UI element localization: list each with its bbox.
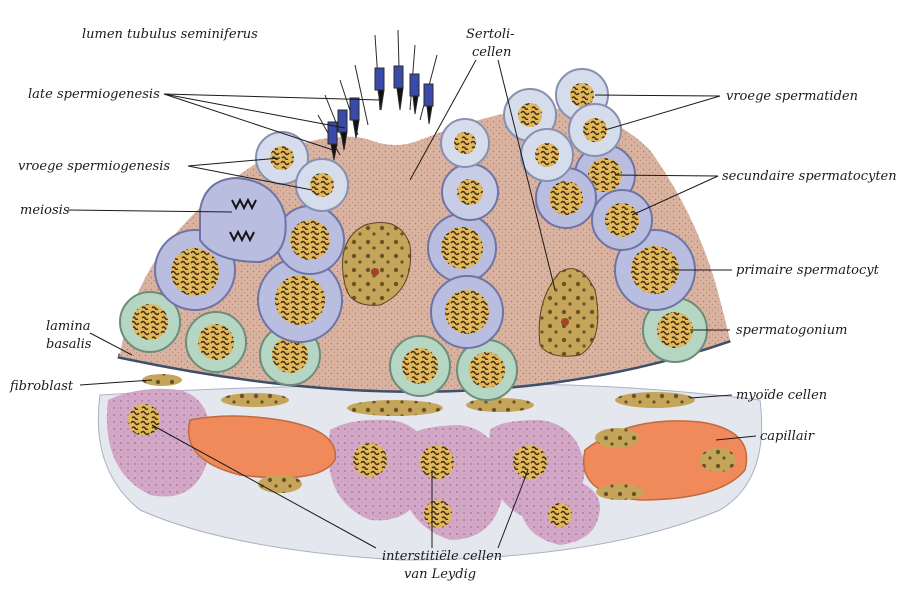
label-fibroblast: fibroblast bbox=[9, 379, 74, 394]
leydig-cells bbox=[106, 388, 600, 545]
early-spermatids bbox=[255, 68, 622, 212]
label-interstitiele-cellen: interstitiële cellen bbox=[382, 549, 502, 564]
label-primaire-spermatocyt: primaire spermatocyt bbox=[736, 263, 880, 278]
label-meiosis: meiosis bbox=[20, 203, 70, 218]
leader-lines bbox=[67, 59, 757, 549]
label-capillair: capillair bbox=[760, 429, 815, 444]
late-spermatids bbox=[317, 29, 438, 161]
spermatogonia bbox=[119, 291, 708, 401]
capillaries bbox=[187, 415, 748, 501]
label-van-leydig: van Leydig bbox=[404, 567, 476, 582]
myoid-cells bbox=[142, 374, 695, 416]
label-lamina: lamina bbox=[46, 319, 91, 334]
labels: lumen tubulus seminiferus late spermioge… bbox=[9, 27, 897, 582]
label-sertoli-cellen: cellen bbox=[472, 45, 511, 60]
label-sertoli: Sertoli- bbox=[466, 27, 515, 42]
label-myoide-cellen: myoïde cellen bbox=[736, 388, 827, 403]
secondary-spermatocytes bbox=[441, 144, 653, 251]
primary-spermatocytes bbox=[154, 205, 696, 349]
sertoli-nuclei bbox=[342, 222, 599, 357]
label-basalis: basalis bbox=[46, 337, 92, 352]
label-vroege-spermatiden: vroege spermatiden bbox=[726, 89, 858, 104]
label-spermatogonium: spermatogonium bbox=[736, 323, 847, 338]
label-lumen: lumen tubulus seminiferus bbox=[82, 27, 258, 42]
label-vroege-spermiogenesis: vroege spermiogenesis bbox=[18, 159, 170, 174]
label-late-spermiogenesis: late spermiogenesis bbox=[28, 87, 160, 102]
meiosis-cell bbox=[199, 176, 287, 264]
label-secundaire-spermatocyten: secundaire spermatocyten bbox=[722, 169, 897, 184]
